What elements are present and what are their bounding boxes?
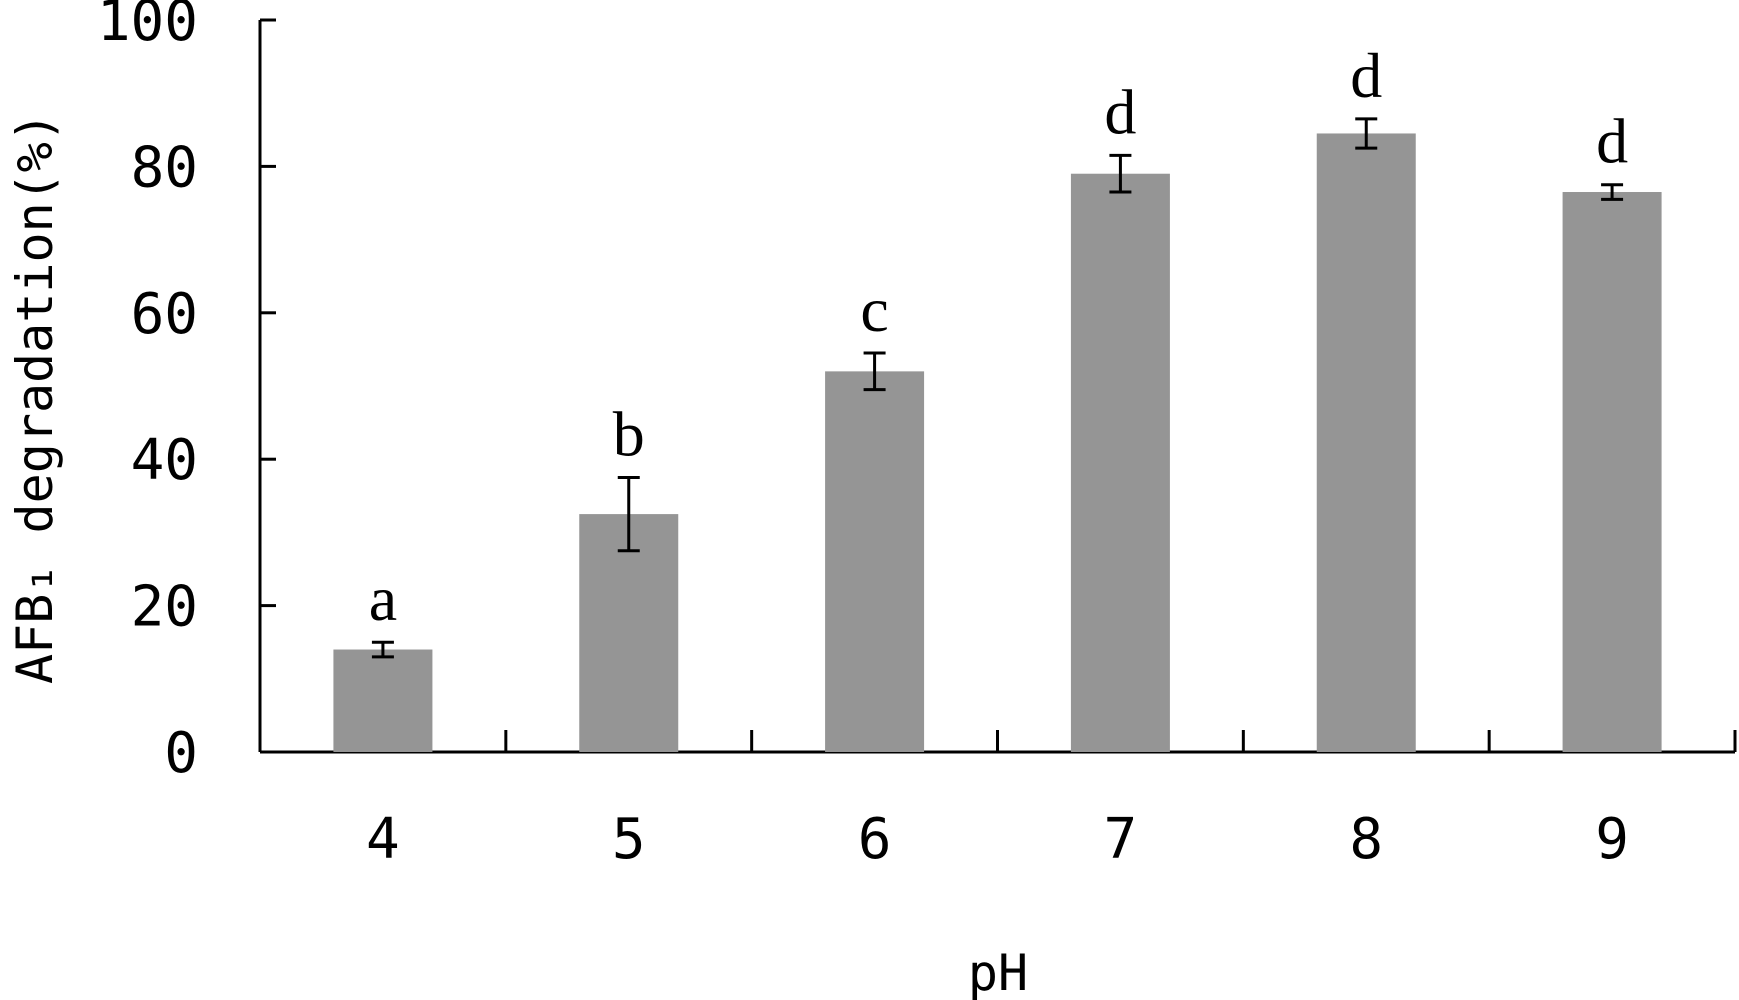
y-tick-label: 60 (131, 282, 198, 347)
bar-ph-9 (1562, 192, 1662, 752)
x-tick-label: 4 (366, 807, 400, 872)
x-tick-label: 6 (858, 807, 892, 872)
x-tick-label: 8 (1349, 807, 1383, 872)
significance-letter: d (1596, 106, 1628, 177)
labels: a 4 b 5 c 6 d 7 d 8 d 9 (366, 40, 1629, 872)
significance-letter: b (613, 399, 645, 470)
significance-letter: a (369, 563, 397, 634)
y-tick-label: 20 (131, 575, 198, 640)
y-axis-title: AFB₁ degradation(%) (6, 112, 64, 684)
bar-ph-6 (825, 371, 925, 752)
y-tick-label: 40 (131, 428, 198, 493)
bars (333, 133, 1662, 753)
significance-letter: c (860, 274, 888, 345)
x-tick-label: 5 (612, 807, 646, 872)
x-axis-title: pH (968, 944, 1028, 1000)
y-tick-label: 80 (131, 135, 198, 200)
y-tick-label: 100 (97, 0, 198, 54)
significance-letter: d (1350, 40, 1382, 111)
bar-ph-7 (1070, 173, 1170, 753)
x-tick-label: 7 (1104, 807, 1138, 872)
bar-ph-5 (579, 514, 679, 752)
y-tick-label: 0 (164, 721, 198, 786)
bar-ph-8 (1316, 133, 1416, 752)
axes: 0 20 40 60 80 100 (97, 0, 1737, 786)
bar-ph-4 (333, 649, 433, 752)
error-bars (371, 117, 1624, 659)
significance-letter: d (1104, 76, 1136, 147)
x-tick-label: 9 (1595, 807, 1629, 872)
